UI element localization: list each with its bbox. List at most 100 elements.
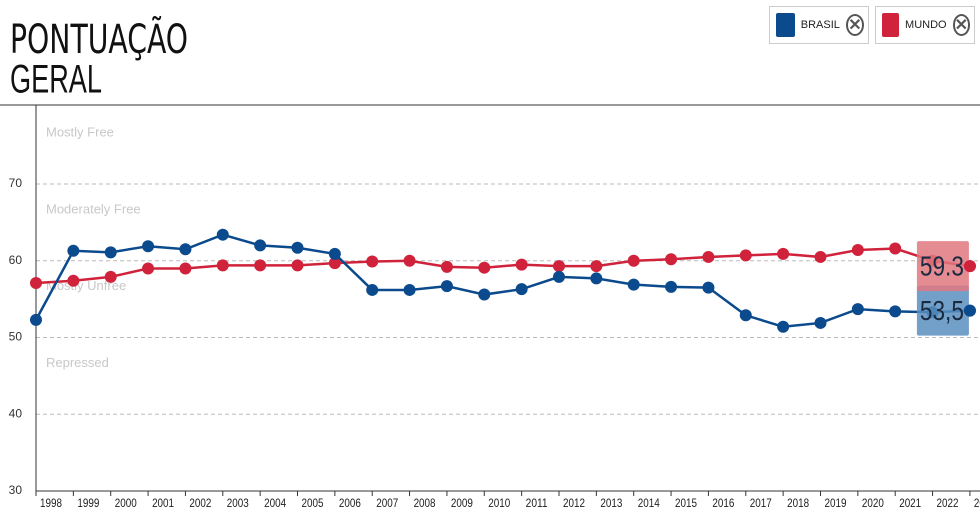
x-tick-label: 2005 [301, 496, 323, 510]
point [851, 244, 864, 257]
legend-swatch [776, 13, 795, 37]
point [590, 272, 603, 285]
legend-item[interactable]: BRASIL ✕ [769, 6, 869, 44]
point [254, 259, 267, 272]
point [291, 259, 304, 272]
point [627, 278, 640, 291]
point [702, 281, 715, 294]
point [403, 283, 416, 296]
x-tick-label: 2008 [414, 496, 436, 510]
point [552, 260, 565, 273]
point [552, 270, 565, 283]
point [851, 303, 864, 316]
title-line: GERAL [10, 58, 102, 102]
y-tick-label: 30 [9, 483, 23, 497]
point [216, 228, 229, 241]
point [702, 250, 715, 263]
series-line [34, 233, 970, 329]
point [739, 309, 752, 322]
x-tick-label: 2022 [937, 496, 959, 510]
value-label: 59.3 [920, 251, 964, 282]
point [366, 255, 379, 268]
x-tick-label: 1998 [40, 496, 62, 510]
x-tick-label: 2002 [189, 496, 211, 510]
point [104, 270, 117, 283]
point [478, 261, 491, 274]
point [889, 242, 902, 255]
y-tick-label: 70 [9, 176, 23, 190]
legend-label: BRASIL [800, 19, 840, 31]
x-tick-label: 2006 [339, 496, 361, 510]
series-line [35, 247, 971, 285]
point [403, 254, 416, 267]
point [142, 262, 155, 275]
x-tick-label: 2023 [974, 496, 980, 510]
band-label: Mostly Free [46, 125, 114, 140]
y-tick-label: 50 [9, 330, 23, 344]
point [30, 313, 42, 326]
x-tick-label: 2001 [152, 496, 174, 510]
point [179, 262, 192, 275]
point [366, 283, 379, 296]
x-tick-label: 2015 [675, 496, 697, 510]
remove-button[interactable]: ✕ [845, 14, 864, 36]
point [142, 240, 155, 253]
point [440, 260, 453, 273]
x-tick-label: 2000 [115, 496, 137, 510]
point [104, 246, 117, 259]
point [963, 260, 976, 273]
title-line: PONTUAÇÃO [10, 15, 188, 63]
x-tick-label: 2003 [227, 496, 249, 510]
y-tick-label: 60 [9, 253, 23, 267]
point [440, 280, 453, 293]
point [777, 320, 790, 333]
point [515, 283, 528, 296]
x-tick-label: 2014 [638, 496, 660, 510]
x-tick-label: 2021 [899, 496, 921, 510]
x-tick-label: 1999 [77, 496, 99, 510]
point [179, 243, 192, 256]
point [67, 244, 80, 257]
point [963, 304, 976, 317]
x-tick-label: 2012 [563, 496, 585, 510]
band-label: Repressed [46, 355, 109, 370]
point [665, 280, 678, 293]
x-tick-label: 2009 [451, 496, 473, 510]
point [889, 305, 902, 318]
point [627, 254, 640, 267]
value-label-box [916, 285, 969, 336]
point [590, 260, 603, 273]
legend-label: MUNDO [905, 19, 947, 31]
point [478, 288, 491, 301]
legend-item[interactable]: MUNDO ✕ [875, 6, 975, 44]
band-label: Moderately Free [46, 201, 141, 216]
legend-swatch [882, 13, 900, 37]
x-tick-label: 2011 [526, 496, 548, 510]
x-tick-label: 2016 [712, 496, 734, 510]
value-label: 53,5 [920, 295, 964, 326]
x-tick-label: 2013 [600, 496, 622, 510]
x-tick-label: 2010 [488, 496, 510, 510]
point [254, 239, 267, 252]
point [30, 277, 42, 290]
x-tick-label: 2018 [787, 496, 809, 510]
point [739, 249, 752, 262]
point [515, 258, 528, 271]
x-tick-label: 2020 [862, 496, 884, 510]
value-label-box [916, 241, 969, 292]
point [67, 274, 80, 287]
point [328, 257, 341, 270]
point [814, 316, 827, 329]
point [216, 259, 229, 272]
point [665, 253, 678, 266]
point [328, 247, 341, 260]
x-tick-label: 2017 [750, 496, 772, 510]
y-tick-label: 40 [9, 406, 23, 420]
point [777, 247, 790, 260]
x-tick-label: 2007 [376, 496, 398, 510]
remove-button[interactable]: ✕ [952, 14, 970, 36]
point [291, 241, 304, 254]
point [814, 250, 827, 263]
